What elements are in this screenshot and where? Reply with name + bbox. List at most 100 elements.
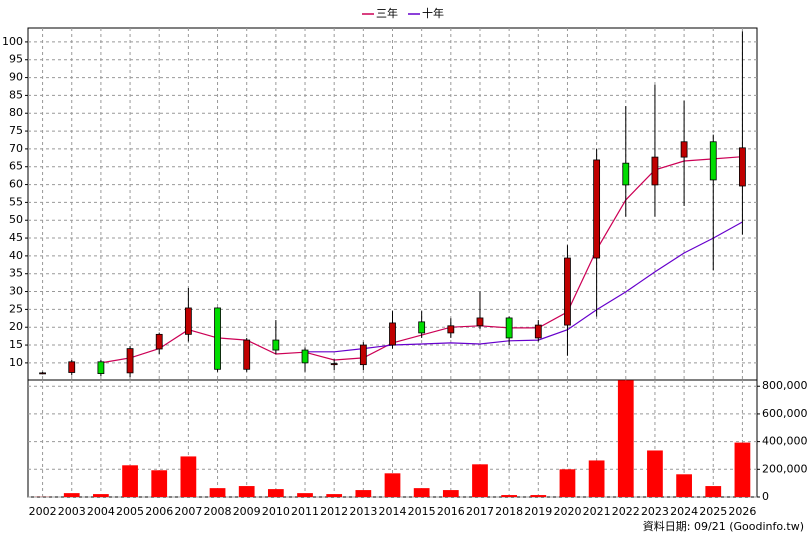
x-tick-label: 2019 <box>524 505 552 518</box>
x-tick-label: 2023 <box>641 505 669 518</box>
x-tick-label: 2004 <box>87 505 115 518</box>
y-tick-label: 85 <box>9 88 23 101</box>
y-tick-label: 10 <box>9 356 23 369</box>
y-tick-label: 100 <box>2 35 23 48</box>
volume-bar <box>267 489 284 497</box>
y-tick-label: 55 <box>9 195 23 208</box>
candle-body <box>505 317 513 339</box>
candle-body <box>272 339 280 351</box>
volume-bar <box>588 460 605 497</box>
ma-line <box>305 221 743 353</box>
footnote: 資料日期: 09/21 (Goodinfo.tw) <box>643 519 804 533</box>
volume-bar <box>676 474 692 497</box>
y2-tick-label: 0 <box>762 490 769 503</box>
candle-body <box>39 372 46 375</box>
x-tick-label: 2020 <box>553 505 581 518</box>
candle-body <box>709 141 717 181</box>
x-tick-label: 2008 <box>204 505 232 518</box>
y2-tick-label: 600,000 <box>762 407 808 420</box>
candle-body <box>739 147 746 187</box>
volume-bar <box>209 488 226 497</box>
y-tick-label: 80 <box>9 106 23 119</box>
y-tick-label: 35 <box>9 267 23 280</box>
candle-body <box>593 159 601 259</box>
x-tick-label: 2024 <box>670 505 698 518</box>
candle-body <box>359 344 367 366</box>
y-tick-label: 75 <box>9 124 23 137</box>
candle-body <box>418 321 426 334</box>
x-tick-label: 2025 <box>699 505 727 518</box>
candle-body <box>68 361 76 373</box>
candle-body <box>680 141 688 158</box>
candle-body <box>534 324 542 339</box>
volume-bar <box>384 473 401 497</box>
volume-bar <box>705 486 722 497</box>
x-tick-label: 2015 <box>408 505 436 518</box>
candle-body <box>651 156 659 186</box>
volume-bar <box>413 488 430 497</box>
volume-bar <box>617 380 634 497</box>
volume-bar <box>151 470 168 497</box>
volume-bar <box>122 465 138 497</box>
y-tick-label: 15 <box>9 338 23 351</box>
volume-bar <box>326 494 343 497</box>
x-tick-label: 2021 <box>583 505 611 518</box>
y-tick-label: 50 <box>9 213 23 226</box>
x-tick-label: 2003 <box>58 505 86 518</box>
volume-bar <box>238 486 255 497</box>
x-tick-label: 2014 <box>379 505 407 518</box>
volume-bar <box>472 464 488 497</box>
volume-bar <box>647 450 663 497</box>
legend-label: 三年 <box>376 6 398 20</box>
volume-bar <box>180 456 197 497</box>
volume-bar <box>297 493 313 497</box>
candle-body <box>184 307 192 335</box>
candle-body <box>564 257 571 326</box>
x-tick-label: 2016 <box>437 505 465 518</box>
x-tick-label: 2007 <box>174 505 202 518</box>
y-tick-label: 25 <box>9 302 23 315</box>
x-tick-label: 2010 <box>262 505 290 518</box>
volume-bar <box>734 442 751 497</box>
legend-label: 十年 <box>422 6 444 20</box>
candle-body <box>476 317 484 327</box>
volume-bar <box>355 490 372 497</box>
x-tick-label: 2009 <box>233 505 261 518</box>
volume-bar <box>63 493 80 497</box>
x-tick-label: 2013 <box>349 505 377 518</box>
volume-bar <box>559 469 576 497</box>
y-tick-label: 30 <box>9 285 23 298</box>
x-tick-label: 2017 <box>466 505 494 518</box>
y-tick-label: 60 <box>9 178 23 191</box>
y-tick-label: 40 <box>9 249 23 262</box>
candle-body <box>97 361 105 374</box>
candle-body <box>447 325 455 334</box>
candle-body <box>389 322 396 346</box>
y-tick-label: 70 <box>9 142 23 155</box>
candle-body <box>155 333 163 350</box>
x-tick-label: 2002 <box>29 505 57 518</box>
y2-tick-label: 400,000 <box>762 435 808 448</box>
volume-bar <box>530 495 547 497</box>
y-tick-label: 90 <box>9 71 23 84</box>
x-tick-label: 2018 <box>495 505 523 518</box>
y-tick-label: 95 <box>9 53 23 66</box>
x-tick-label: 2022 <box>612 505 640 518</box>
volume-bar <box>501 495 518 497</box>
y2-tick-label: 800,000 <box>762 379 808 392</box>
candle-body <box>126 348 134 374</box>
candle-body <box>622 162 630 186</box>
x-tick-label: 2005 <box>116 505 144 518</box>
x-tick-label: 2006 <box>145 505 173 518</box>
x-tick-label: 2012 <box>320 505 348 518</box>
y-tick-label: 65 <box>9 160 23 173</box>
y-tick-label: 20 <box>9 320 23 333</box>
candle-body <box>243 339 251 370</box>
candle-body <box>330 363 338 366</box>
candle-body <box>301 349 309 364</box>
x-tick-label: 2026 <box>728 505 756 518</box>
x-tick-label: 2011 <box>291 505 319 518</box>
y2-tick-label: 200,000 <box>762 462 808 475</box>
